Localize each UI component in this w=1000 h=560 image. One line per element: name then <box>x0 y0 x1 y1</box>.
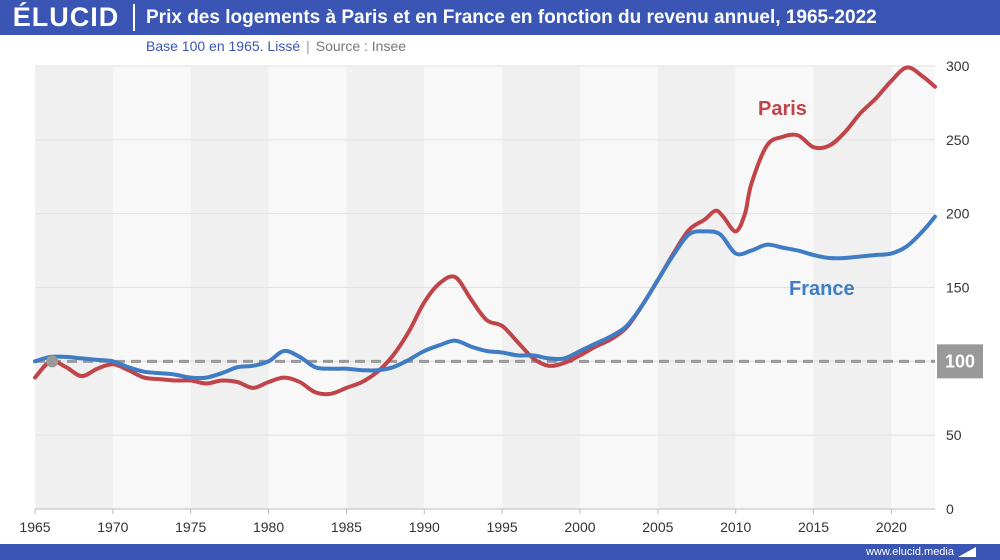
y-tick-label-0: 0 <box>946 501 954 517</box>
chart-subtitle: Base 100 en 1965. Lissé | Source : Insee <box>146 38 406 54</box>
subtitle-base: Base 100 en 1965. Lissé <box>146 38 301 54</box>
subtitle-source: Source : Insee <box>315 38 407 54</box>
x-tick-label-1995: 1995 <box>487 519 518 535</box>
elucid-logo[interactable]: ÉLUCID <box>12 2 120 32</box>
logo-mark-icon <box>958 547 976 557</box>
y-axis: 0 50 150 200 250 300 <box>946 58 970 517</box>
chart-title: Prix des logements à Paris et en France … <box>146 7 877 28</box>
x-tick-label-2000: 2000 <box>564 519 595 535</box>
footer-url[interactable]: www.elucid.media <box>865 546 954 558</box>
x-tick-label-1970: 1970 <box>97 519 128 535</box>
x-tick-label-2015: 2015 <box>798 519 829 535</box>
x-tick-label-1980: 1980 <box>253 519 284 535</box>
x-tick-label-1985: 1985 <box>331 519 362 535</box>
reference-label-box <box>937 344 983 379</box>
base-point-marker <box>46 355 59 368</box>
line-chart: Paris France 1965 1970 1975 1980 1985 1990 199… <box>19 58 983 535</box>
x-tick-label-2005: 2005 <box>642 519 673 535</box>
x-tick-label-1965: 1965 <box>19 519 50 535</box>
series-label-france: France <box>789 278 855 300</box>
footer-bar: www.elucid.media <box>0 544 1000 560</box>
series-line-paris <box>33 65 937 397</box>
y-tick-label-150: 150 <box>946 280 970 296</box>
x-tick-label-1975: 1975 <box>175 519 206 535</box>
x-axis: 1965 1970 1975 1980 1985 1990 1995 2000 2005 2010… <box>19 509 907 535</box>
y-tick-label-250: 250 <box>946 132 970 148</box>
y-tick-label-300: 300 <box>946 58 970 74</box>
logo-divider <box>133 4 135 31</box>
series-line-france <box>33 214 937 381</box>
x-tick-label-2020: 2020 <box>876 519 907 535</box>
x-tick-label-2010: 2010 <box>720 519 751 535</box>
subtitle-separator: | <box>306 38 310 54</box>
series-label-paris: Paris <box>758 98 807 120</box>
reference-label: 100 <box>945 351 975 371</box>
x-tick-label-1990: 1990 <box>409 519 440 535</box>
header-bar: ÉLUCID Prix des logements à Paris et en … <box>0 0 1000 35</box>
y-tick-label-200: 200 <box>946 206 970 222</box>
grid-lines <box>35 65 935 510</box>
y-tick-label-50: 50 <box>946 427 962 443</box>
